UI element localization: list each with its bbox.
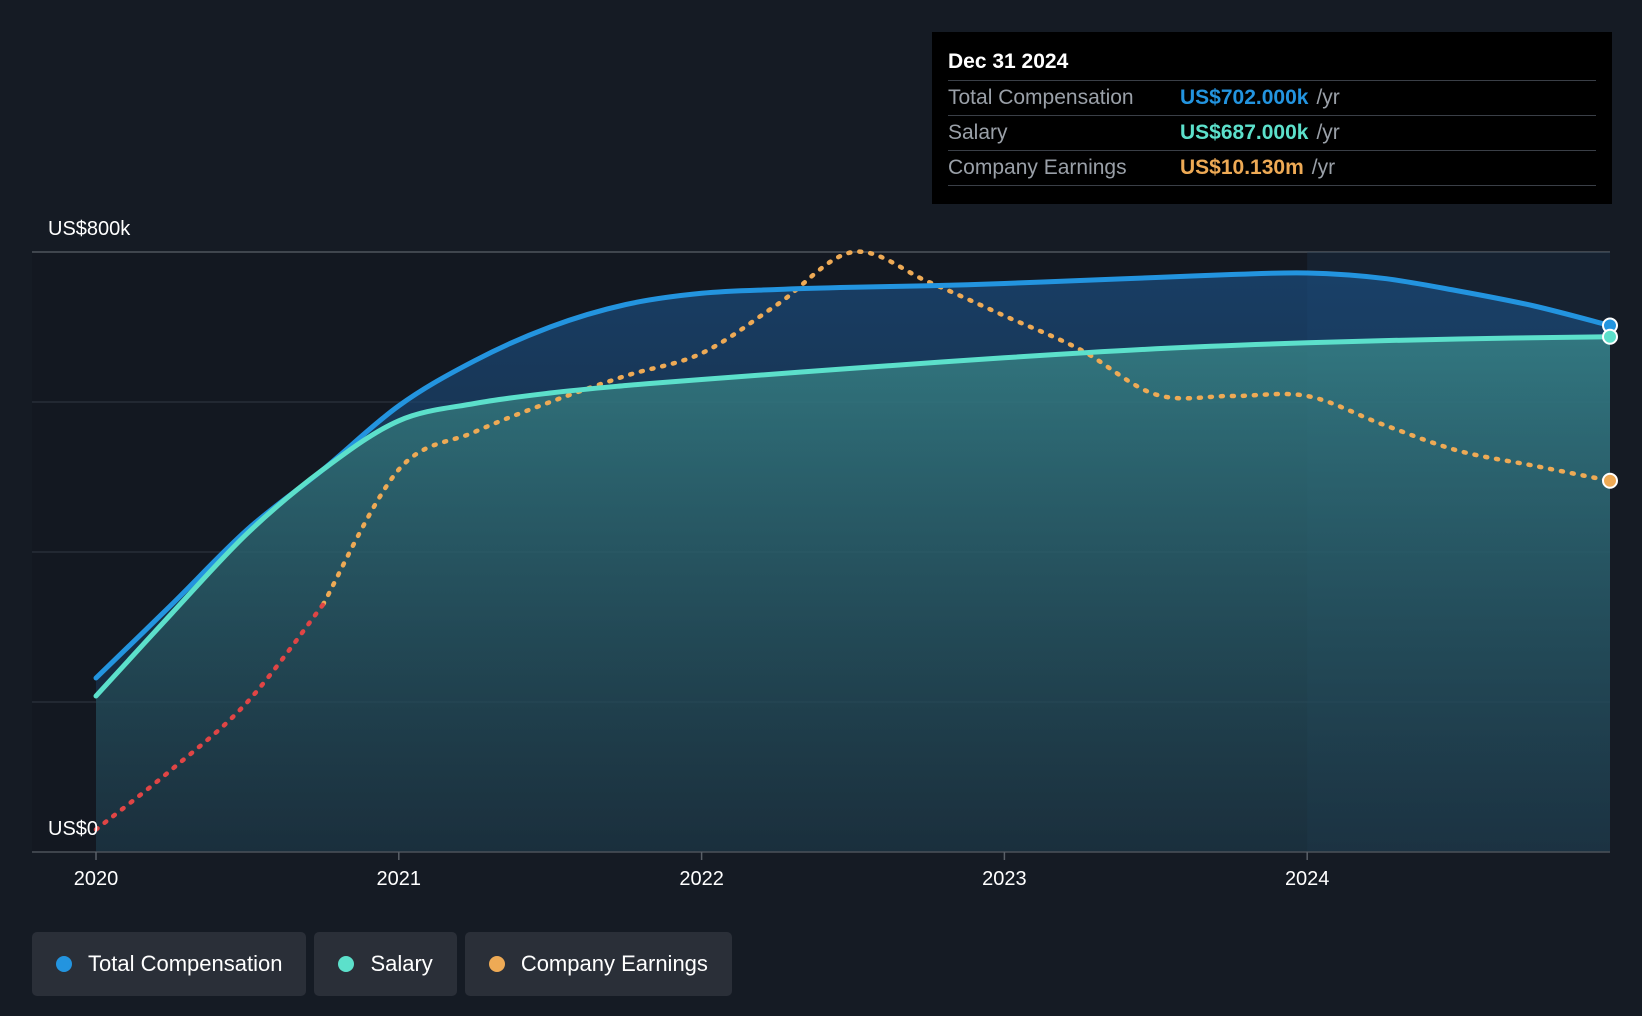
tooltip-label: Salary [948, 121, 1008, 144]
tooltip-value: US$702.000k [1180, 86, 1309, 109]
y-label-bottom: US$0 [48, 818, 98, 840]
tooltip-value: US$687.000k [1180, 121, 1309, 144]
x-tick-label: 2020 [74, 868, 119, 890]
company-earnings-line [320, 249, 1613, 607]
legend-label: Salary [370, 951, 433, 976]
tooltip-unit: /yr [1316, 86, 1340, 109]
tooltip-row-salary: Salary US$687.000k /yr [948, 116, 1596, 151]
tooltip-row-total-compensation: Total Compensation US$702.000k /yr [948, 81, 1596, 116]
tooltip-label: Total Compensation [948, 86, 1134, 109]
tooltip-label: Company Earnings [948, 156, 1127, 179]
end-markers [1602, 317, 1618, 489]
x-axis-ticks: 2020 2021 2022 2023 2024 [74, 852, 1330, 890]
tooltip-value: US$10.130m [1180, 156, 1304, 179]
tooltip: Dec 31 2024 Total Compensation US$702.00… [932, 32, 1612, 204]
legend-item-salary[interactable]: Salary [314, 932, 457, 996]
tooltip-row-company-earnings: Company Earnings US$10.130m /yr [948, 151, 1596, 186]
tooltip-date: Dec 31 2024 [948, 44, 1596, 81]
salary-area [96, 336, 1610, 852]
salary-dot-icon [338, 956, 355, 972]
total-compensation-dot-icon [56, 956, 72, 972]
tooltip-unit: /yr [1316, 121, 1340, 144]
x-tick-label: 2023 [982, 868, 1027, 890]
tooltip-unit: /yr [1311, 156, 1336, 179]
company-earnings-line-low [93, 602, 326, 832]
company-earnings-dot-icon [488, 956, 505, 972]
y-label-top: US$800k [48, 218, 131, 240]
legend-label: Company Earnings [520, 951, 708, 976]
legend-item-company-earnings[interactable]: Company Earnings [464, 932, 732, 996]
x-tick-label: 2021 [377, 868, 422, 890]
salary-line [93, 334, 1613, 699]
x-tick-label: 2022 [679, 868, 724, 890]
legend-label: Total Compensation [88, 951, 283, 976]
legend-item-total-compensation[interactable]: Total Compensation [32, 932, 307, 996]
company-earnings-end-dot [1602, 472, 1618, 489]
legend: Total Compensation Salary Company Earnin… [32, 932, 732, 996]
x-tick-label: 2024 [1285, 868, 1330, 890]
salary-end-dot [1602, 328, 1618, 345]
